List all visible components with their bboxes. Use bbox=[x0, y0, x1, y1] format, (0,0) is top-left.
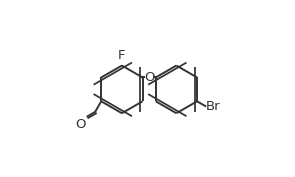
Text: O: O bbox=[76, 118, 86, 131]
Text: Br: Br bbox=[206, 100, 221, 113]
Text: F: F bbox=[118, 49, 126, 62]
Text: O: O bbox=[144, 71, 154, 84]
